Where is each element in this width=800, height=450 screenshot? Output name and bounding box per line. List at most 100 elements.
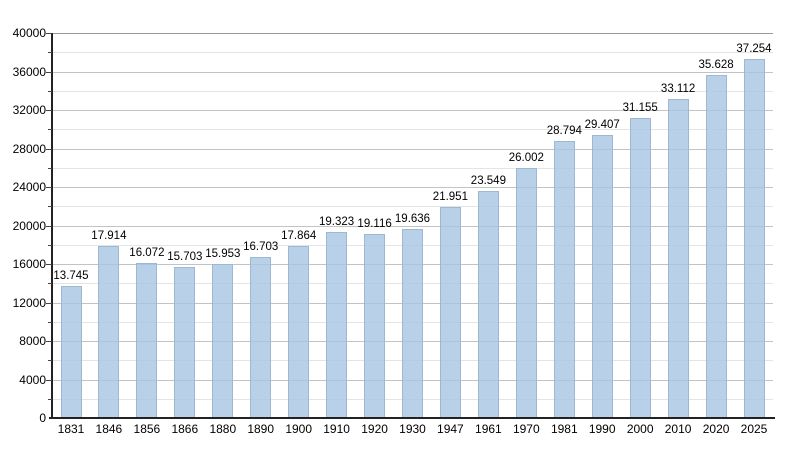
y-axis-tick-38000 [48,52,52,54]
y-axis-tick-12000 [46,302,52,304]
bar-1970 [515,168,537,418]
y-axis-tick-18000 [48,244,52,246]
y-axis-tick-36000 [46,71,52,73]
bar-value-label: 31.155 [622,102,658,114]
bar-1910 [326,232,348,418]
y-axis-tick-2000 [48,398,52,400]
x-tick-label: 1846 [95,422,123,436]
bar-2000 [629,118,651,418]
bar-1831 [60,286,82,418]
y-axis-tick-14000 [48,283,52,285]
bar-1866 [174,267,196,418]
bar-1856 [136,263,158,418]
gridline-26000 [52,167,773,169]
bar-1880 [212,264,234,418]
bar-value-label: 29.407 [584,119,620,131]
bar-1890 [250,257,272,418]
bar-value-label: 35.628 [698,59,734,71]
y-tick-label: 0 [39,411,46,425]
bar-value-label: 19.323 [319,216,355,228]
bar-value-label: 15.953 [205,248,241,260]
y-tick-label: 24000 [12,180,46,194]
x-tick-label: 1866 [171,422,199,436]
bar-value-label: 17.864 [281,230,317,242]
gridline-40000 [52,33,773,34]
y-tick-label: 32000 [12,103,46,117]
y-axis-tick-10000 [48,321,52,323]
x-tick-label: 1970 [512,422,540,436]
bar-1930 [402,229,423,418]
bar-1947 [439,207,461,418]
bar-1900 [288,246,310,418]
y-axis-tick-16000 [46,264,52,265]
x-tick-label: 1930 [399,422,426,436]
gridline-24000 [52,187,773,188]
gridline-38000 [52,52,773,54]
y-tick-label: 40000 [12,26,46,40]
x-tick-label: 1831 [57,422,85,436]
bar-value-label: 21.951 [432,191,468,203]
bar-2020 [705,75,727,418]
y-axis-tick-24000 [46,187,52,188]
y-tick-label: 28000 [12,141,46,156]
bar-value-label: 37.254 [736,43,772,55]
bar-1846 [98,246,120,418]
x-tick-label: 1880 [209,422,237,436]
bar-1990 [591,135,613,418]
y-tick-label: 8000 [19,334,46,348]
y-axis-tick-28000 [46,148,52,150]
y-tick-label: 4000 [19,372,46,387]
gridline-22000 [52,206,773,208]
bar-1961 [477,191,499,418]
x-tick-label: 1920 [361,422,388,436]
bar-value-label: 19.636 [394,213,431,225]
y-tick-label: 20000 [12,218,46,233]
x-tick-label: 2020 [702,422,730,436]
gridline-36000 [52,71,773,73]
y-tick-label: 36000 [12,64,46,79]
bar-value-label: 13.745 [53,270,89,282]
x-tick-label: 1961 [475,422,502,436]
bar-value-label: 16.072 [129,247,165,259]
y-axis-tick-4000 [46,379,52,381]
bar-value-label: 23.549 [470,175,506,187]
y-tick-label: 12000 [12,295,46,310]
y-axis-line [51,33,53,419]
x-tick-label: 1947 [437,422,464,436]
y-tick-label: 16000 [12,257,46,271]
y-axis-tick-26000 [48,167,52,169]
bar-value-label: 17.914 [91,230,127,242]
bar-2010 [667,99,689,418]
bar-1981 [553,141,575,418]
x-tick-label: 1856 [133,422,161,436]
bar-2025 [743,59,765,418]
gridline-32000 [52,110,773,111]
x-tick-label: 2025 [740,422,768,436]
bar-1920 [364,234,386,418]
gridline-34000 [52,90,773,92]
y-axis-tick-34000 [48,90,52,92]
bar-value-label: 15.703 [167,251,203,263]
bar-value-label: 26.002 [508,152,544,164]
gridline-20000 [52,225,773,227]
y-axis-tick-30000 [48,129,52,131]
bar-value-label: 33.112 [660,83,696,95]
y-axis-tick-8000 [46,341,52,342]
x-tick-label: 2010 [664,422,692,436]
y-axis-tick-6000 [48,360,52,362]
bar-value-label: 19.116 [357,218,392,230]
y-axis-tick-40000 [46,33,52,34]
y-axis-tick-22000 [48,206,52,208]
x-tick-label: 1890 [247,422,275,436]
y-axis-tick-20000 [46,225,52,227]
x-axis-line [49,417,775,419]
x-tick-label: 1910 [323,422,350,436]
gridline-30000 [52,129,773,131]
plot-area: 13.745 17.914 16.072 15.703 15.953 16.703 17.8… [52,33,773,418]
x-tick-label: 2000 [626,422,654,436]
x-tick-label: 1990 [588,422,616,436]
x-tick-label: 1900 [285,422,313,436]
bar-value-label: 16.703 [243,241,279,253]
bar-value-label: 28.794 [546,125,582,137]
